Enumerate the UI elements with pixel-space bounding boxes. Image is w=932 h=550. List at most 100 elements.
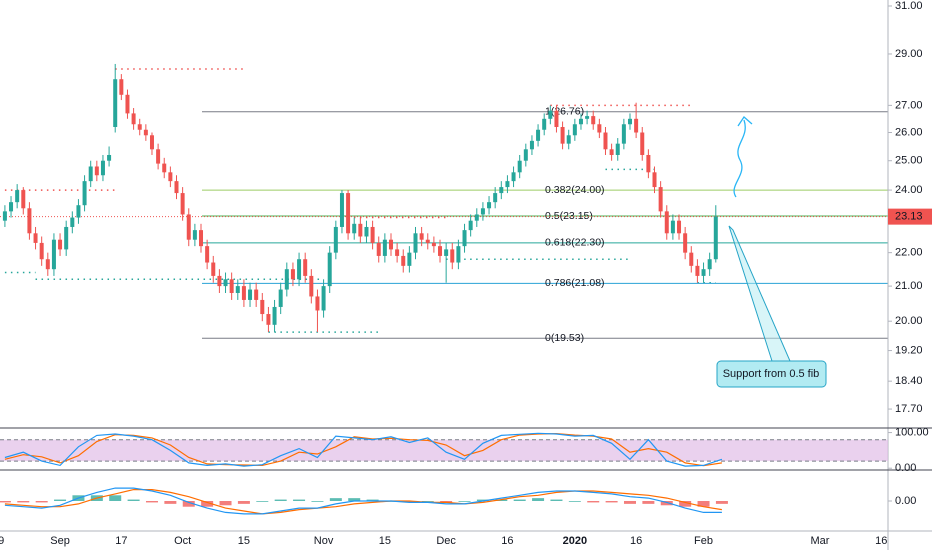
- candle-body: [327, 252, 332, 287]
- candle-body: [156, 149, 161, 164]
- candle-body: [652, 172, 657, 188]
- candle-body: [499, 187, 504, 194]
- candle-body: [640, 132, 645, 155]
- candle-body: [707, 259, 712, 270]
- y-tick-label: 22.00: [895, 247, 923, 259]
- candle-body: [180, 193, 185, 215]
- candle-body: [627, 118, 632, 125]
- candle-body: [321, 286, 326, 311]
- candle-body: [487, 202, 492, 209]
- macd-histogram-bar: [623, 501, 636, 504]
- candle-body: [339, 193, 344, 227]
- wavy-arrow: [733, 119, 746, 198]
- candle-body: [76, 205, 81, 218]
- candle-body: [658, 187, 663, 212]
- candle-body: [615, 143, 620, 155]
- candle-body: [585, 116, 590, 119]
- y-tick-label: 29.00: [895, 48, 923, 60]
- candle-body: [297, 259, 302, 280]
- candle-body: [431, 242, 436, 247]
- candle-body: [315, 296, 320, 311]
- candle-body: [168, 172, 173, 182]
- candle-body: [192, 230, 197, 240]
- candle-body: [529, 140, 534, 150]
- x-tick-label: Mar: [810, 535, 829, 547]
- x-tick-label: Feb: [694, 535, 713, 547]
- macd-histogram-bar: [256, 501, 269, 502]
- candle-body: [401, 255, 406, 266]
- candle-body: [523, 149, 528, 161]
- macd-histogram-bar: [550, 499, 563, 501]
- candle-body: [517, 160, 522, 173]
- candle-body: [591, 116, 596, 125]
- candle-body: [425, 239, 430, 243]
- candle-body: [94, 166, 99, 176]
- candle-body: [677, 220, 682, 234]
- candle-body: [51, 239, 56, 270]
- candle-body: [211, 262, 216, 276]
- macd-histogram-bar: [605, 501, 618, 503]
- candle-body: [113, 79, 118, 127]
- x-tick-label: 17: [115, 535, 127, 547]
- candle-body: [162, 163, 167, 173]
- price-box: [888, 208, 932, 225]
- y-tick-label: 20.00: [895, 315, 923, 327]
- y-tick-label: 26.00: [895, 126, 923, 138]
- candle-body: [229, 279, 234, 293]
- macd-histogram-bar: [145, 501, 158, 503]
- x-tick-label: 16: [875, 535, 887, 547]
- candle-body: [21, 190, 26, 209]
- candle-body: [137, 124, 142, 130]
- price-label: 23.13: [895, 211, 923, 223]
- y-tick-label: 21.00: [895, 280, 923, 292]
- candle-body: [597, 124, 602, 133]
- macd-histogram-bar: [476, 499, 489, 501]
- candle-body: [278, 289, 283, 307]
- candle-body: [554, 110, 559, 127]
- macd-histogram-bar: [715, 501, 728, 504]
- macd-histogram-bar: [403, 501, 416, 503]
- candle-body: [88, 166, 93, 182]
- candle-body: [511, 172, 516, 182]
- macd-histogram-bar: [366, 499, 379, 501]
- candle-body: [695, 265, 700, 276]
- macd-histogram-bar: [660, 501, 673, 506]
- macd-histogram-bar: [311, 501, 324, 502]
- macd-histogram-bar: [495, 499, 508, 501]
- candle-body: [174, 181, 179, 194]
- candle-body: [309, 275, 314, 297]
- candle-body: [566, 135, 571, 144]
- y-tick-label: 31.00: [895, 0, 923, 12]
- macd-histogram-bar: [127, 499, 140, 501]
- x-tick-label: 2020: [563, 535, 587, 547]
- candle-body: [603, 132, 608, 150]
- candle-body: [493, 193, 498, 203]
- y-tick-label: 0.00: [895, 462, 916, 474]
- candle-body: [82, 181, 87, 206]
- x-tick-label: 16: [501, 535, 513, 547]
- candle-body: [395, 249, 400, 256]
- candle-body: [254, 289, 259, 300]
- fib-label: 0.786(21.08): [545, 277, 605, 289]
- candle-body: [456, 246, 461, 263]
- candle-body: [578, 118, 583, 125]
- candle-body: [241, 286, 246, 300]
- y-tick-label: 19.20: [895, 344, 923, 356]
- candle-body: [131, 113, 136, 125]
- candle-body: [382, 239, 387, 256]
- candle-body: [713, 216, 718, 260]
- x-tick-label: Dec: [436, 535, 456, 547]
- y-tick-label: 18.40: [895, 375, 923, 387]
- candle-body: [474, 214, 479, 221]
- candle-body: [290, 269, 295, 280]
- x-tick-label: 16: [630, 535, 642, 547]
- candle-body: [199, 230, 204, 247]
- y-tick-label: 100.00: [895, 426, 929, 438]
- candle-body: [149, 135, 154, 150]
- candle-body: [548, 110, 553, 119]
- macd-histogram-bar: [348, 498, 361, 501]
- y-tick-label: 24.00: [895, 184, 923, 196]
- y-tick-label: 25.00: [895, 155, 923, 167]
- candle-body: [143, 129, 148, 136]
- candle-body: [223, 279, 228, 287]
